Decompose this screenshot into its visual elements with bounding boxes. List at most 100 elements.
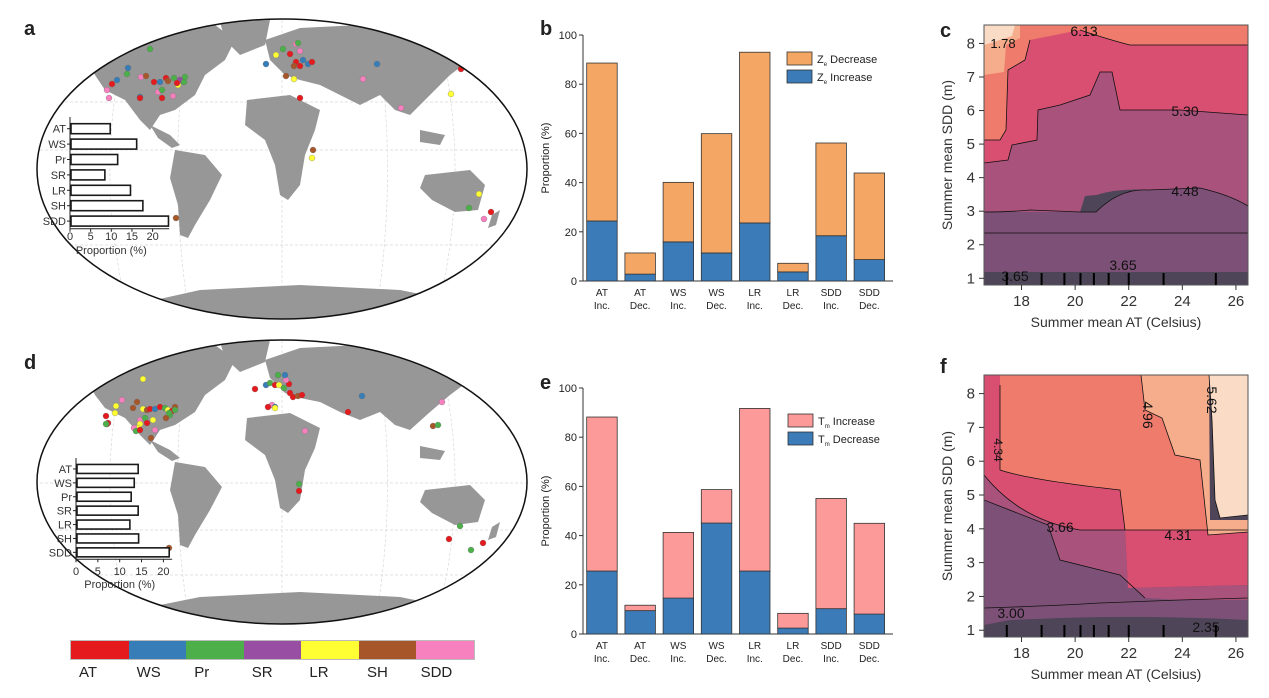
lake-site-marker bbox=[262, 60, 270, 68]
x-tick-label: Inc. bbox=[670, 654, 686, 665]
inset-bar-at bbox=[76, 463, 139, 475]
contour-plot-c: 1.78 6.13 5.30 4.48 3.65 3.65 18 20 22 24 26 1 2 3 4 5… bbox=[939, 23, 1249, 330]
y-tick-label: 3 bbox=[967, 555, 975, 572]
lake-site-marker bbox=[445, 535, 453, 543]
panel-label-b: b bbox=[540, 18, 553, 40]
bar-segment-top bbox=[662, 181, 694, 243]
lake-site-marker bbox=[281, 371, 289, 379]
bar-segment-top bbox=[853, 172, 885, 260]
contour-level-6 bbox=[1209, 375, 1248, 518]
lake-site-marker bbox=[105, 372, 113, 380]
stacked-bar-chart-e: 0 20 40 60 80 100 Proportion (%) AT Inc. AT Dec. WS… bbox=[540, 383, 893, 665]
lake-site-marker bbox=[136, 426, 144, 434]
legend-swatch-lr bbox=[301, 641, 359, 659]
plot-frame bbox=[983, 374, 1249, 638]
legend-swatch-sh bbox=[358, 641, 417, 659]
lake-site-marker bbox=[105, 94, 113, 102]
panel-label-a: a bbox=[24, 18, 36, 40]
x-axis-title: Summer mean AT (Celsius) bbox=[1031, 314, 1202, 330]
legend-swatch-sr bbox=[243, 641, 302, 659]
lake-site-marker bbox=[172, 214, 180, 222]
x-tick-label: LR bbox=[787, 641, 800, 652]
contour-label: 4.48 bbox=[1171, 183, 1198, 199]
bar-segment-top bbox=[586, 62, 618, 222]
y-tick-label: LR bbox=[58, 520, 72, 532]
contour-level-4 bbox=[1000, 375, 1248, 535]
lake-site-marker bbox=[129, 404, 137, 412]
lake-site-marker bbox=[296, 62, 304, 70]
x-tick-label: WS bbox=[708, 288, 724, 299]
contour-fills bbox=[984, 375, 1248, 637]
x-tick-label: AT bbox=[596, 641, 608, 652]
contour-lines bbox=[984, 375, 1248, 609]
lake-site-marker bbox=[123, 70, 131, 78]
x-tick-label: LR bbox=[748, 288, 761, 299]
contour-label: 5.30 bbox=[1171, 103, 1198, 119]
driver-color-legend bbox=[70, 640, 475, 660]
lake-site-marker bbox=[143, 419, 151, 427]
x-tick-label: 15 bbox=[135, 566, 147, 578]
x-tick-label: 20 bbox=[1067, 645, 1084, 662]
x-axis-title: Proportion (%) bbox=[76, 245, 147, 257]
x-tick-label: 22 bbox=[1120, 645, 1137, 662]
x-tick-label: Dec. bbox=[859, 654, 880, 665]
lake-site-marker bbox=[456, 522, 464, 530]
bar-segment-top bbox=[700, 133, 733, 254]
stacked-bar-chart-b: 0 20 40 60 80 100 Proportion (%) AT Inc. AT Dec. WS… bbox=[540, 30, 893, 312]
x-tick-label: 0 bbox=[67, 231, 73, 243]
x-tick-label: 22 bbox=[1120, 293, 1137, 310]
y-tick-label: 7 bbox=[967, 419, 975, 436]
inset-bar-lr bbox=[76, 519, 131, 530]
lake-site-marker bbox=[344, 408, 352, 416]
contour-label: 3.65 bbox=[1109, 257, 1136, 273]
x-tick-label: 18 bbox=[1013, 293, 1030, 310]
bar-segment-top bbox=[739, 51, 771, 224]
y-tick-label: 8 bbox=[967, 35, 975, 52]
y-tick-label: WS bbox=[54, 478, 72, 490]
bar-segment-bottom bbox=[853, 259, 885, 282]
inset-bar-ws bbox=[70, 138, 138, 150]
lake-site-marker bbox=[309, 146, 317, 154]
lake-site-marker bbox=[139, 375, 147, 383]
lake-site-marker bbox=[181, 73, 189, 81]
y-tick-label: 8 bbox=[967, 386, 975, 403]
bar-segment-top bbox=[700, 489, 733, 524]
x-tick-label: Dec. bbox=[706, 654, 727, 665]
lake-site-marker bbox=[142, 72, 150, 80]
inset-bar-sr bbox=[76, 505, 139, 516]
inset-bar-lr bbox=[70, 184, 132, 197]
lake-site-marker bbox=[173, 79, 181, 87]
lake-site-marker bbox=[81, 384, 89, 392]
lake-site-marker bbox=[118, 396, 126, 404]
inset-bar-at bbox=[70, 122, 112, 135]
bar-segment-bottom bbox=[815, 235, 847, 282]
lake-site-marker bbox=[112, 402, 120, 410]
lake-site-marker bbox=[294, 39, 302, 47]
x-tick-label: AT bbox=[596, 288, 608, 299]
legend-label-at: AT bbox=[79, 664, 98, 681]
lake-site-marker bbox=[479, 539, 487, 547]
x-tick-label: 24 bbox=[1174, 293, 1191, 310]
legend-label-sdd: SDD bbox=[420, 664, 453, 681]
lake-site-marker bbox=[467, 546, 475, 554]
x-tick-label: 18 bbox=[1013, 645, 1030, 662]
map-frame bbox=[36, 18, 528, 320]
driver-color-legend-labels: AT WS Pr SR LR SH SDD bbox=[55, 664, 485, 684]
lake-site-marker bbox=[162, 414, 170, 422]
lake-site-marker bbox=[113, 76, 121, 84]
lake-site-marker bbox=[108, 80, 116, 88]
legend-swatch-pr bbox=[186, 641, 244, 659]
bar-segment-bottom bbox=[662, 241, 694, 282]
x-tick-label: 10 bbox=[114, 566, 126, 578]
y-tick-label: 0 bbox=[571, 629, 577, 641]
contour-lines bbox=[984, 29, 1248, 234]
x-axis-title: Proportion (%) bbox=[84, 579, 155, 591]
x-tick-label: LR bbox=[787, 288, 800, 299]
y-tick-label: 0 bbox=[571, 276, 577, 288]
lake-site-marker bbox=[124, 64, 132, 72]
y-tick-label: SR bbox=[51, 170, 66, 182]
bar-segment-top bbox=[815, 498, 847, 610]
lake-site-marker bbox=[158, 94, 166, 102]
